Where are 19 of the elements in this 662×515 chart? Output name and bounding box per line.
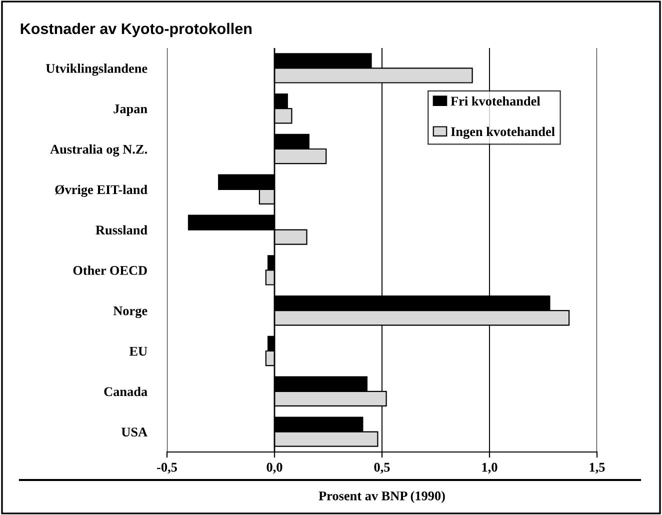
x-axis-title: Prosent av BNP (1990) — [318, 491, 445, 504]
y-tick-label: Øvrige EIT-land — [55, 184, 148, 197]
legend-label: Fri kvotehandel — [450, 96, 540, 106]
x-tick-label: 0,5 — [374, 462, 390, 474]
y-tick-label: Canada — [104, 386, 148, 396]
y-tick-label: Russland — [96, 225, 148, 235]
x-tick-label: 1,0 — [482, 462, 498, 474]
y-tick-label: USA — [121, 428, 148, 437]
chart-title: Kostnader av Kyoto-protokollen — [20, 22, 252, 38]
y-tick-label: Australia og N.Z. — [50, 144, 147, 156]
x-tick-label: 1,5 — [590, 462, 605, 474]
x-tick-label: -0,5 — [157, 462, 177, 474]
legend-label: Ingen kvotehandel — [450, 126, 555, 139]
y-tick-label: Utviklingslandene — [46, 64, 148, 76]
y-tick-label: EU — [129, 346, 148, 356]
y-tick-label: Norge — [113, 306, 148, 318]
y-tick-label: Japan — [114, 104, 148, 116]
y-tick-label: Other OECD — [73, 266, 147, 275]
x-tick-label: 0,0 — [266, 462, 282, 474]
